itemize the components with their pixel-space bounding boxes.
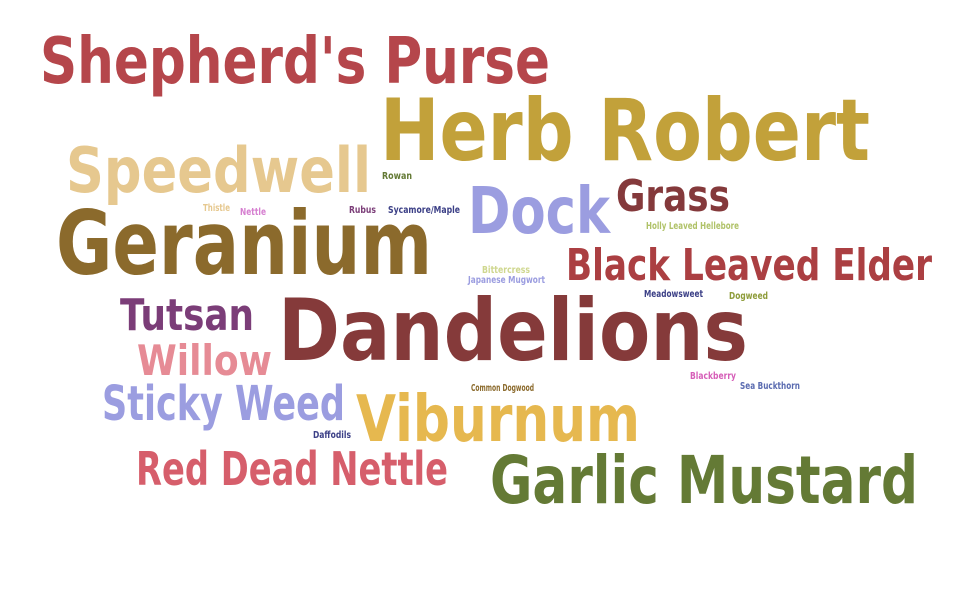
word-sticky-weed: Sticky Weed [102,376,345,432]
word-speedwell: Speedwell [66,134,371,207]
word-daffodils: Daffodils [313,430,351,441]
word-grass: Grass [616,171,730,222]
word-common-dogwood: Common Dogwood [471,383,534,394]
word-rubus: Rubus [349,205,376,216]
word-rowan: Rowan [382,171,412,182]
word-herb-robert: Herb Robert [380,81,870,181]
word-black-leaved-elder: Black Leaved Elder [566,240,932,291]
word-sea-buckthorn: Sea Buckthorn [740,381,800,392]
word-meadowsweet: Meadowsweet [644,289,703,300]
word-thistle: Thistle [203,203,230,214]
word-bittercress: Bittercress [482,265,530,276]
word-dandelions: Dandelions [278,281,748,381]
word-japanese-mugwort: Japanese Mugwort [468,275,545,286]
word-nettle: Nettle [240,207,266,218]
word-holly-leaved-hellebore: Holly Leaved Hellebore [646,221,739,232]
word-shepherd-s-purse: Shepherd's Purse [40,25,550,99]
word-dogweed: Dogweed [729,291,768,302]
word-garlic-mustard: Garlic Mustard [490,442,918,519]
word-viburnum: Viburnum [356,383,640,457]
word-sycamore-maple: Sycamore/Maple [388,205,460,216]
word-tutsan: Tutsan [120,290,254,341]
word-dock: Dock [468,175,610,249]
word-willow: Willow [137,336,272,385]
word-blackberry: Blackberry [690,371,736,382]
word-geranium: Geranium [56,192,432,295]
word-red-dead-nettle: Red Dead Nettle [136,442,448,496]
